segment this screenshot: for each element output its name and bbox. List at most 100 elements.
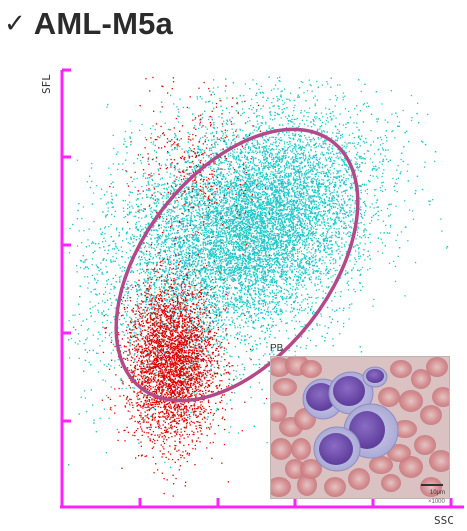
data-point [202,316,204,318]
data-point [269,246,271,248]
data-point [262,92,265,94]
data-point [140,159,142,162]
data-point [266,311,268,313]
data-point [223,204,225,206]
data-point [158,164,161,166]
data-point [286,235,289,237]
data-point [386,140,388,142]
data-point [200,233,203,235]
data-point [108,226,110,228]
data-point [98,302,100,304]
data-point [98,293,100,295]
data-point [192,317,194,319]
data-point [314,223,317,225]
data-point [194,185,196,188]
data-point [170,189,172,191]
data-point [218,249,220,251]
data-point [152,197,154,199]
data-point [171,182,174,184]
data-point [123,317,125,319]
data-point [190,227,192,230]
data-point [349,198,351,201]
data-point [170,254,172,257]
data-point [263,241,265,244]
data-point [70,337,73,340]
data-point [124,200,126,202]
data-point [231,356,233,358]
data-point [276,77,279,79]
data-point [129,201,131,203]
data-point [147,226,149,228]
data-point [267,234,270,236]
data-point [194,231,197,233]
data-point [251,217,253,219]
data-point [102,258,104,261]
data-point [325,286,328,288]
data-point [177,214,179,216]
data-point [158,199,160,201]
data-point [278,247,280,249]
data-point [238,333,241,335]
data-point [196,313,198,315]
data-point [147,274,149,277]
data-point [258,302,260,304]
data-point [159,268,161,271]
data-point [83,268,85,270]
data-point [171,226,173,228]
data-point [263,243,266,245]
data-point [168,344,170,346]
data-point [321,183,323,185]
data-point [323,250,325,252]
data-point [339,295,342,297]
data-point [236,151,238,153]
data-point [180,293,182,295]
data-point [163,242,165,244]
data-point [144,136,146,139]
data-point [204,247,206,249]
data-point [220,312,222,314]
data-point [261,206,264,208]
data-point [107,245,110,247]
data-point [254,248,256,250]
data-point [300,284,303,286]
data-point [298,212,300,215]
data-point [295,144,297,146]
data-point [237,432,240,434]
data-point [233,322,236,325]
data-point [136,158,139,160]
data-point [323,224,326,226]
data-point [153,295,156,297]
data-point [229,164,231,166]
data-point [172,240,174,243]
data-point [291,210,293,212]
data-point [298,232,300,234]
data-point [266,280,268,282]
data-point [308,176,310,179]
data-point [318,275,320,277]
data-point [267,218,269,220]
data-point [201,197,203,199]
data-point [301,229,303,231]
data-point [215,238,217,240]
data-point [369,174,371,177]
data-point [160,224,162,226]
data-point [196,288,198,291]
data-point [242,112,244,115]
data-point [104,216,107,218]
data-point [126,213,128,216]
data-point [280,96,282,98]
data-point [381,163,383,165]
data-point [236,177,238,179]
data-point [172,227,174,229]
data-point [215,270,217,273]
data-point [241,192,243,194]
data-point [192,254,194,256]
data-point [269,292,272,295]
data-point [242,108,244,110]
data-point [171,163,173,165]
data-point [228,292,230,295]
data-point [104,233,106,235]
data-point [308,154,311,156]
data-point [312,97,315,99]
data-point [288,297,290,299]
